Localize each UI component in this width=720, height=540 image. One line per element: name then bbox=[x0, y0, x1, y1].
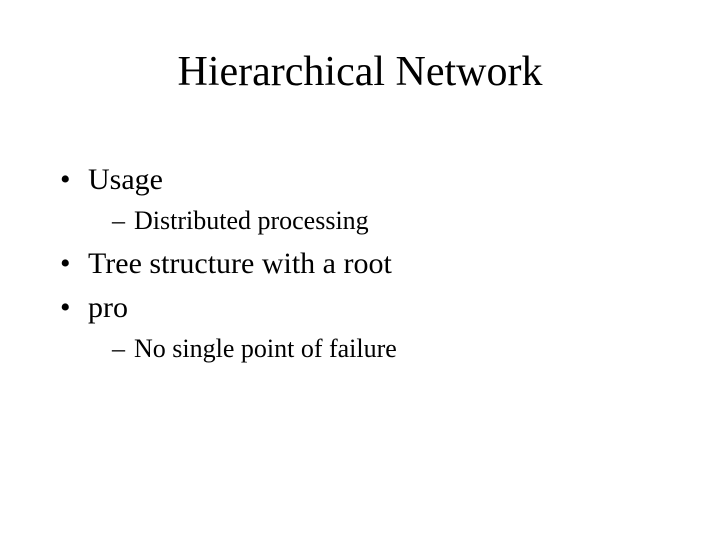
sub-bullet-list: Distributed processing bbox=[88, 203, 660, 238]
sub-bullet-item: No single point of failure bbox=[112, 331, 660, 366]
bullet-item: Tree structure with a root bbox=[60, 244, 660, 285]
slide-title: Hierarchical Network bbox=[0, 48, 720, 96]
slide-body: Usage Distributed processing Tree struct… bbox=[60, 160, 660, 372]
sub-bullet-text: No single point of failure bbox=[134, 334, 397, 363]
slide: Hierarchical Network Usage Distributed p… bbox=[0, 0, 720, 540]
bullet-text: Usage bbox=[88, 163, 163, 196]
sub-bullet-text: Distributed processing bbox=[134, 206, 369, 235]
bullet-item: Usage Distributed processing bbox=[60, 160, 660, 238]
sub-bullet-item: Distributed processing bbox=[112, 203, 660, 238]
bullet-text: pro bbox=[88, 291, 128, 324]
sub-bullet-list: No single point of failure bbox=[88, 331, 660, 366]
bullet-text: Tree structure with a root bbox=[88, 247, 392, 280]
bullet-item: pro No single point of failure bbox=[60, 288, 660, 366]
bullet-list: Usage Distributed processing Tree struct… bbox=[60, 160, 660, 366]
